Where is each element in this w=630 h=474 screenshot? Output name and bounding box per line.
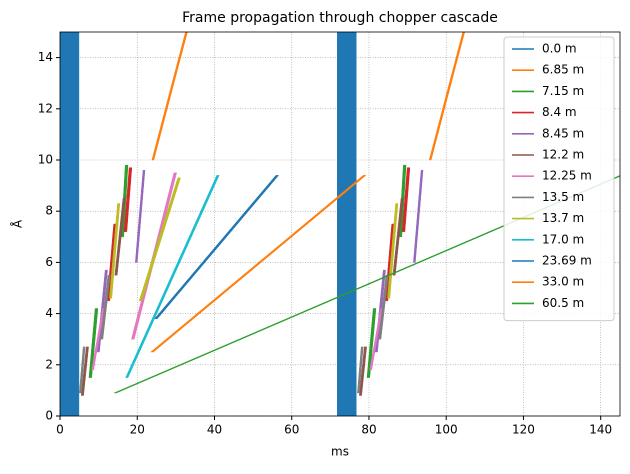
frame-polygon — [357, 346, 364, 394]
legend-label: 33.0 m — [542, 275, 584, 289]
y-tick-label: 14 — [38, 50, 53, 64]
frame-polygon — [88, 308, 99, 378]
legend-label: 23.69 m — [542, 254, 592, 268]
x-tick-label: 60 — [284, 423, 299, 437]
frame-polygon — [138, 177, 181, 302]
legend-label: 0.0 m — [542, 42, 577, 56]
frame-polygon — [401, 167, 411, 232]
frame-polygon — [150, 175, 367, 353]
x-tick-label: 100 — [435, 423, 458, 437]
legend-label: 12.25 m — [542, 169, 592, 183]
x-tick-label: 20 — [130, 423, 145, 437]
frame-polygon — [151, 82, 175, 161]
frame-polygon — [171, 32, 188, 84]
legend-label: 8.4 m — [542, 105, 577, 119]
legend-label: 6.85 m — [542, 63, 584, 77]
y-tick-label: 10 — [38, 153, 53, 167]
legend-box — [503, 36, 615, 322]
frame-polygon — [100, 274, 111, 340]
frame-polygon — [113, 175, 620, 394]
x-axis-label: ms — [331, 445, 349, 459]
frame-polygon — [125, 175, 220, 378]
axes-frame — [59, 31, 621, 417]
frame-polygon — [413, 169, 424, 263]
frame-polygon — [428, 82, 452, 161]
legend-label: 13.5 m — [542, 190, 584, 204]
frame-polygon — [109, 203, 121, 299]
frame-polygon — [135, 169, 146, 263]
frame-polygon — [60, 32, 80, 416]
frame-polygon — [154, 175, 280, 319]
x-tick-label: 140 — [589, 423, 612, 437]
legend-label: 7.15 m — [542, 84, 584, 98]
y-tick-label: 4 — [45, 306, 53, 320]
frame-polygon — [359, 346, 367, 396]
y-tick-label: 12 — [38, 101, 53, 115]
legend-label: 60.5 m — [542, 296, 584, 310]
y-tick-label: 6 — [45, 255, 53, 269]
chart-title: Frame propagation through chopper cascad… — [182, 10, 498, 26]
legend-label: 13.7 m — [542, 211, 584, 225]
y-tick-label: 0 — [45, 409, 53, 423]
frame-polygon — [123, 167, 133, 232]
y-tick-label: 8 — [45, 204, 53, 218]
x-tick-label: 40 — [207, 423, 222, 437]
frame-polygon — [366, 308, 377, 378]
x-tick-label: 0 — [56, 423, 64, 437]
legend-label: 12.2 m — [542, 148, 584, 162]
y-tick-label: 2 — [45, 357, 53, 371]
frame-polygon — [80, 346, 89, 396]
frame-polygon — [448, 32, 466, 84]
legend-label: 8.45 m — [542, 126, 584, 140]
plot-area — [60, 32, 620, 416]
legend-label: 17.0 m — [542, 232, 584, 246]
frame-polygon — [79, 346, 86, 394]
x-tick-label: 120 — [512, 423, 535, 437]
y-axis-label: Å — [10, 219, 25, 228]
legend: 0.0 m 6.85 m 7.15 m 8.4 m 8.45 m 12.2 m 12.25 … — [503, 36, 615, 322]
frame-polygon — [337, 32, 357, 416]
x-tick-label: 80 — [361, 423, 376, 437]
frame-polygon — [114, 198, 126, 276]
frame-polygon — [392, 198, 404, 276]
